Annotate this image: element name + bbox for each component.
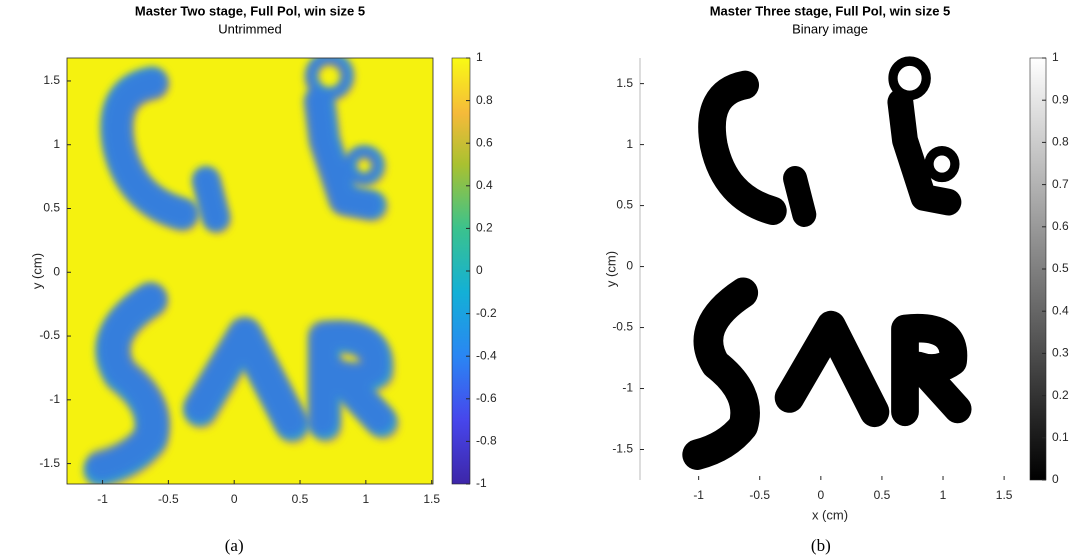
y-tick-label: -0.5 (612, 320, 633, 334)
x-tick-label: 0 (817, 488, 824, 502)
title: Master Two stage, Full Pol, win size 5 (135, 3, 365, 18)
x-tick-label: 0 (231, 492, 238, 506)
colorbar-tick-label: 0.6 (1052, 219, 1069, 233)
title: Master Three stage, Full Pol, win size 5 (710, 3, 951, 18)
image-a (67, 58, 433, 484)
colorbar-tick-label: 0.3 (1052, 346, 1069, 360)
y-tick-label: 1.5 (616, 76, 633, 90)
y-tick-label: -1.5 (39, 456, 60, 470)
y-axis-label: y (cm) (29, 253, 44, 289)
colorbar-tick-label: 0.8 (476, 93, 493, 107)
colorbar-tick-label: 1 (476, 50, 483, 64)
image-b (697, 61, 958, 455)
colorbar-tick-label: 0 (476, 263, 483, 277)
colorbar-tick-label: -0.6 (476, 391, 497, 405)
x-tick-label: -1 (693, 488, 704, 502)
axes-box (66, 57, 434, 485)
x-tick-label: -1 (97, 492, 108, 506)
y-tick-label: -0.5 (39, 328, 60, 342)
subtitle: Untrimmed (218, 21, 282, 36)
y-tick-label: 1 (626, 137, 633, 151)
colorbar-tick-label: 0.8 (1052, 135, 1069, 149)
colorbar-tick-label: 0.4 (1052, 303, 1069, 317)
subtitle: Binary image (792, 21, 868, 36)
colorbar-tick-label: 0 (1052, 472, 1059, 486)
y-tick-label: -1 (49, 392, 60, 406)
x-axis-label: x (cm) (812, 507, 848, 522)
y-tick-label: 1.5 (43, 73, 60, 87)
colorbar-tick-label: 0.7 (1052, 177, 1069, 191)
colorbar-tick-label: 0.2 (476, 221, 493, 235)
colorbar-tick-label: -0.2 (476, 306, 497, 320)
x-tick-label: 1 (363, 492, 370, 506)
y-tick-label: -1.5 (612, 442, 633, 456)
colorbar-tick-label: 0.1 (1052, 430, 1069, 444)
colorbar-tick-label: 0.5 (1052, 261, 1069, 275)
colorbar-tick-label: 0.9 (1052, 92, 1069, 106)
x-tick-label: 1.5 (423, 492, 440, 506)
y-tick-label: 0 (626, 259, 633, 273)
colorbar-tick-label: 1 (1052, 50, 1059, 64)
colorbar-tick-label: -0.4 (476, 348, 497, 362)
colorbar-tick-label: 0.2 (1052, 388, 1069, 402)
y-tick-label: -1 (622, 381, 633, 395)
y-tick-label: 0.5 (616, 198, 633, 212)
x-tick-label: 1.5 (996, 488, 1013, 502)
x-tick-label: 0.5 (874, 488, 891, 502)
y-tick-label: 1 (53, 137, 60, 151)
colorbar-tick-label: 0.4 (476, 178, 493, 192)
caption: (a) (225, 536, 244, 555)
x-tick-label: -0.5 (749, 488, 770, 502)
colorbar-tick-label: -1 (476, 476, 487, 490)
x-tick-label: 1 (940, 488, 947, 502)
y-axis-label: y (cm) (603, 251, 618, 287)
y-tick-label: 0 (53, 264, 60, 278)
y-tick-label: 0.5 (43, 201, 60, 215)
x-tick-label: -0.5 (158, 492, 179, 506)
caption: (b) (811, 536, 831, 555)
x-tick-label: 0.5 (292, 492, 309, 506)
colorbar-tick-label: 0.6 (476, 135, 493, 149)
colorbar-tick-label: -0.8 (476, 434, 497, 448)
